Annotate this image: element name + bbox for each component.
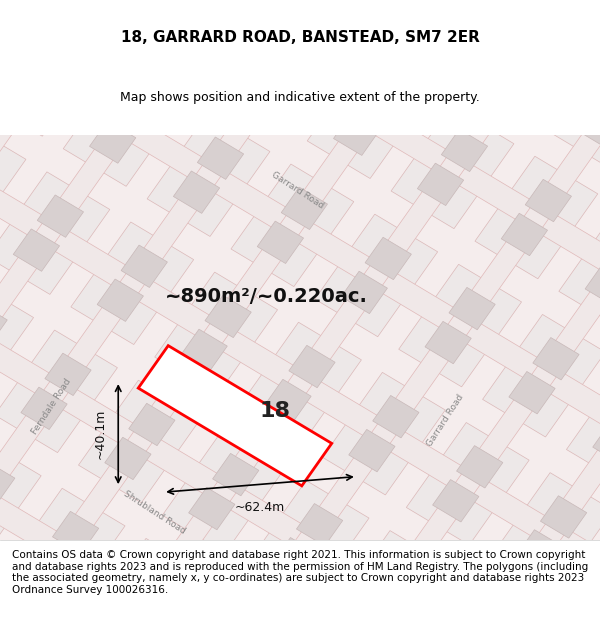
Polygon shape	[383, 0, 506, 71]
Polygon shape	[56, 0, 178, 28]
Text: Contains OS data © Crown copyright and database right 2021. This information is : Contains OS data © Crown copyright and d…	[12, 550, 588, 595]
Polygon shape	[304, 0, 600, 625]
Text: Shrubland Road: Shrubland Road	[122, 489, 188, 536]
Polygon shape	[173, 171, 220, 213]
Polygon shape	[129, 403, 175, 446]
Polygon shape	[71, 222, 194, 344]
Polygon shape	[330, 531, 453, 625]
Polygon shape	[341, 271, 388, 314]
Polygon shape	[0, 280, 34, 402]
Polygon shape	[121, 245, 167, 288]
Polygon shape	[566, 364, 600, 487]
Polygon shape	[170, 589, 293, 625]
Polygon shape	[501, 213, 548, 256]
Polygon shape	[37, 195, 83, 238]
Polygon shape	[425, 321, 471, 364]
Polygon shape	[533, 338, 579, 380]
Polygon shape	[442, 129, 488, 172]
Polygon shape	[188, 488, 235, 530]
Polygon shape	[112, 596, 158, 625]
Polygon shape	[138, 346, 332, 486]
Polygon shape	[0, 596, 49, 625]
Polygon shape	[482, 314, 600, 437]
Polygon shape	[89, 121, 136, 163]
Polygon shape	[410, 5, 456, 48]
Polygon shape	[418, 163, 464, 206]
Polygon shape	[0, 462, 600, 625]
Polygon shape	[406, 422, 529, 545]
Polygon shape	[272, 538, 319, 580]
Polygon shape	[136, 0, 600, 625]
Polygon shape	[190, 0, 236, 21]
Polygon shape	[0, 461, 15, 504]
Polygon shape	[163, 431, 285, 553]
Polygon shape	[257, 221, 304, 264]
Polygon shape	[0, 14, 102, 136]
Polygon shape	[82, 0, 128, 5]
Polygon shape	[155, 272, 278, 394]
Polygon shape	[205, 295, 251, 338]
Polygon shape	[45, 353, 91, 396]
Polygon shape	[399, 264, 521, 387]
Polygon shape	[349, 429, 395, 472]
Text: Map shows position and indicative extent of the property.: Map shows position and indicative extent…	[120, 91, 480, 104]
Polygon shape	[220, 612, 266, 625]
Polygon shape	[414, 581, 537, 625]
Polygon shape	[220, 0, 600, 625]
Polygon shape	[593, 422, 600, 464]
Polygon shape	[274, 29, 320, 71]
Polygon shape	[544, 0, 600, 12]
Polygon shape	[0, 0, 600, 412]
Polygon shape	[281, 187, 328, 229]
Polygon shape	[0, 0, 212, 625]
Text: Ferndale Road: Ferndale Road	[31, 377, 73, 436]
Polygon shape	[147, 114, 270, 236]
Polygon shape	[246, 481, 369, 603]
Polygon shape	[0, 122, 26, 244]
Polygon shape	[197, 137, 244, 179]
Polygon shape	[0, 330, 118, 452]
Polygon shape	[21, 387, 67, 429]
Polygon shape	[449, 288, 495, 330]
Polygon shape	[494, 55, 540, 98]
Polygon shape	[0, 0, 600, 521]
Polygon shape	[517, 530, 563, 572]
Polygon shape	[0, 303, 7, 346]
Polygon shape	[139, 0, 262, 78]
Polygon shape	[585, 263, 600, 306]
Polygon shape	[365, 238, 412, 279]
Polygon shape	[0, 172, 110, 294]
Text: Garrard Road: Garrard Road	[270, 170, 326, 211]
Polygon shape	[52, 0, 600, 625]
Polygon shape	[239, 322, 361, 445]
Polygon shape	[0, 246, 600, 625]
Polygon shape	[388, 34, 600, 625]
Polygon shape	[525, 179, 571, 222]
Polygon shape	[0, 139, 600, 625]
Polygon shape	[574, 522, 600, 625]
Polygon shape	[265, 379, 311, 422]
Polygon shape	[5, 71, 52, 113]
Polygon shape	[322, 372, 445, 495]
Polygon shape	[334, 113, 380, 156]
Polygon shape	[577, 105, 600, 148]
Polygon shape	[0, 0, 464, 625]
Polygon shape	[299, 0, 422, 20]
Text: ~62.4m: ~62.4m	[235, 501, 285, 514]
Polygon shape	[356, 588, 403, 625]
Polygon shape	[380, 554, 427, 596]
Polygon shape	[490, 472, 600, 595]
Text: ~40.1m: ~40.1m	[93, 409, 106, 459]
Polygon shape	[391, 106, 514, 229]
Polygon shape	[464, 604, 511, 625]
Polygon shape	[136, 561, 182, 604]
Polygon shape	[105, 438, 151, 479]
Polygon shape	[467, 0, 590, 121]
Polygon shape	[307, 56, 430, 179]
Polygon shape	[0, 31, 600, 625]
